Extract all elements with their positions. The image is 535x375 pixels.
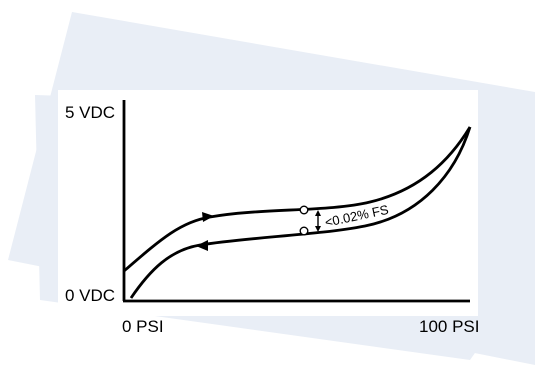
upper-point-marker <box>299 205 309 215</box>
y-axis-min-label: 0 VDC <box>65 286 116 305</box>
upscale-arrow-icon <box>202 212 214 222</box>
y-axis-max-label: 5 VDC <box>65 103 116 122</box>
lower-point-marker <box>299 226 309 236</box>
chart-panel <box>58 90 478 316</box>
x-axis-min-label: 0 PSI <box>122 317 164 336</box>
measure-arrow-down-icon <box>315 226 321 232</box>
measure-arrow-up-icon <box>315 210 321 216</box>
x-axis-max-label: 100 PSI <box>419 317 480 336</box>
downscale-arrow-icon <box>196 240 208 251</box>
